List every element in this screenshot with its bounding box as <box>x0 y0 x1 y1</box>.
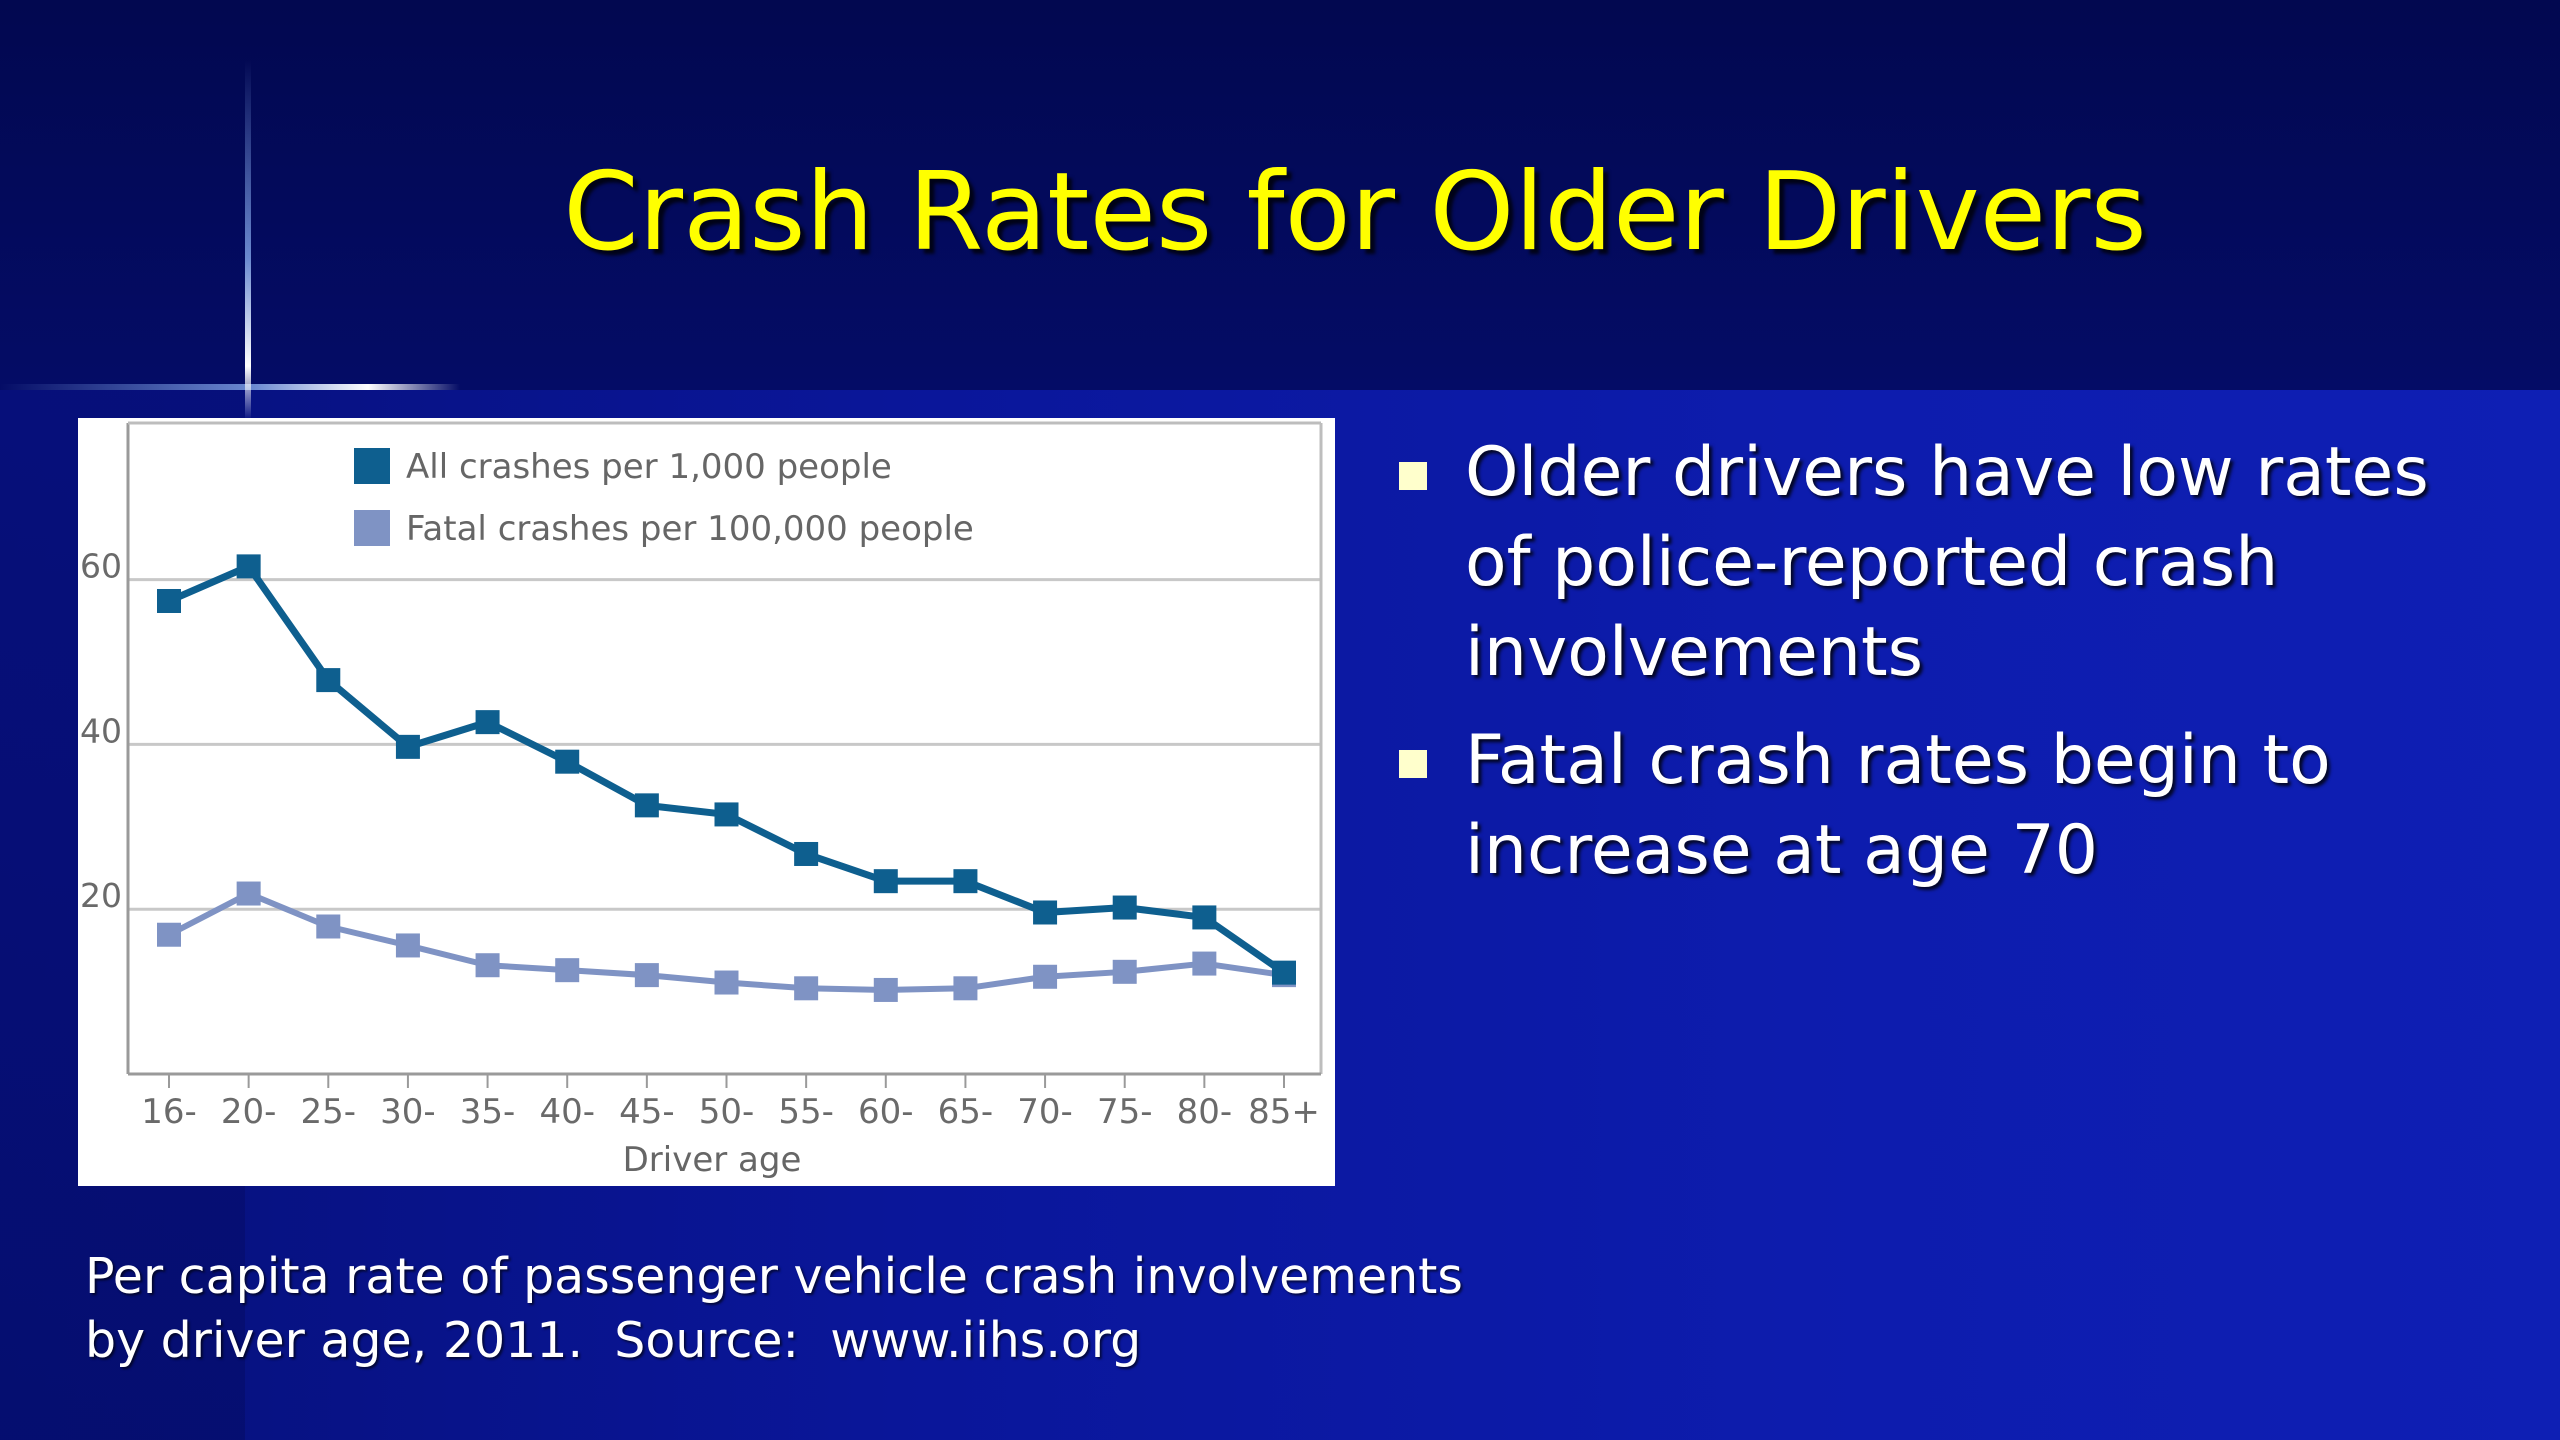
x-tick-label: 65- <box>938 1092 994 1132</box>
data-point <box>873 869 898 894</box>
bullet-text: Older drivers have low rates of police-r… <box>1465 433 2429 692</box>
x-tick-label: 85+ <box>1248 1092 1320 1132</box>
data-point <box>873 977 898 1002</box>
data-point <box>1112 959 1137 984</box>
bullet-list: Older drivers have low rates of police-r… <box>1395 428 2495 914</box>
data-point <box>1192 905 1217 930</box>
caption-line: by driver age, 2011. Source: www.iihs.or… <box>85 1312 1142 1369</box>
data-point <box>794 976 819 1001</box>
chart-legend: All crashes per 1,000 people Fatal crashe… <box>354 447 974 549</box>
data-point <box>236 554 261 579</box>
x-tick-label: 60- <box>858 1092 914 1132</box>
square-bullet-icon <box>1399 750 1427 778</box>
data-point <box>157 588 181 613</box>
data-point <box>395 933 420 958</box>
y-tick-labels: 20 40 60 <box>80 547 122 916</box>
y-tick-label: 40 <box>80 711 122 750</box>
y-tick-label: 20 <box>80 876 122 915</box>
data-point <box>1192 951 1217 976</box>
data-point <box>316 914 341 939</box>
x-tick-label: 70- <box>1017 1092 1073 1132</box>
bullet-text: Fatal crash rates begin to increase at a… <box>1465 721 2331 890</box>
chart-caption: Per capita rate of passenger vehicle cra… <box>85 1245 1485 1373</box>
data-point <box>1033 964 1058 989</box>
data-point <box>1272 960 1296 985</box>
crash-rate-chart: 20 40 60 16- 20- 25- 30- 35- 40- 45- 50- 55- 60- 65-… <box>80 421 1323 1180</box>
data-point <box>1033 900 1058 925</box>
x-tick-label: 50- <box>699 1092 755 1132</box>
data-point <box>316 668 341 693</box>
caption-line: Per capita rate of passenger vehicle cra… <box>85 1248 1463 1305</box>
data-point <box>634 793 659 818</box>
data-point <box>555 749 580 774</box>
x-tick-label: 30- <box>380 1092 436 1132</box>
legend-label: Fatal crashes per 100,000 people <box>406 509 974 549</box>
bullet-item: Older drivers have low rates of police-r… <box>1395 428 2495 698</box>
x-tick-label: 35- <box>460 1092 516 1132</box>
x-tick-label: 45- <box>619 1092 675 1132</box>
data-point <box>714 970 739 995</box>
slide-title: Crash Rates for Older Drivers <box>563 150 2147 275</box>
data-point <box>555 958 580 983</box>
chart-series <box>157 554 1296 1002</box>
x-tick-label: 55- <box>778 1092 834 1132</box>
legend-label: All crashes per 1,000 people <box>406 447 892 487</box>
y-tick-label: 60 <box>80 547 122 586</box>
data-point <box>953 976 978 1001</box>
data-point <box>634 963 659 988</box>
x-tick-label: 25- <box>301 1092 357 1132</box>
data-point <box>475 953 500 978</box>
data-point <box>475 710 500 735</box>
x-tick-label: 40- <box>539 1092 595 1132</box>
x-tick-label: 16- <box>141 1092 197 1132</box>
data-point <box>236 881 261 906</box>
data-point <box>395 734 420 759</box>
light-flare-horizontal <box>0 384 460 390</box>
x-tick-label: 80- <box>1177 1092 1233 1132</box>
data-point <box>1112 895 1137 920</box>
legend-swatch <box>354 510 390 546</box>
x-axis-label: Driver age <box>623 1140 802 1180</box>
slide-header-background <box>0 0 2560 390</box>
x-tick-label: 20- <box>221 1092 277 1132</box>
chart-gridlines <box>128 578 1321 911</box>
data-point <box>953 869 978 894</box>
legend-swatch <box>354 448 390 484</box>
bullet-item: Fatal crash rates begin to increase at a… <box>1395 716 2495 896</box>
data-point <box>714 802 739 827</box>
light-flare-vertical <box>245 60 251 420</box>
data-point <box>794 841 819 866</box>
x-tick-label: 75- <box>1097 1092 1153 1132</box>
chart-panel: 20 40 60 16- 20- 25- 30- 35- 40- 45- 50- 55- 60- 65-… <box>78 418 1335 1186</box>
data-point <box>157 922 181 947</box>
square-bullet-icon <box>1399 462 1427 490</box>
x-tick-labels: 16- 20- 25- 30- 35- 40- 45- 50- 55- 60- 65- 70- 75- 8… <box>141 1074 1320 1132</box>
